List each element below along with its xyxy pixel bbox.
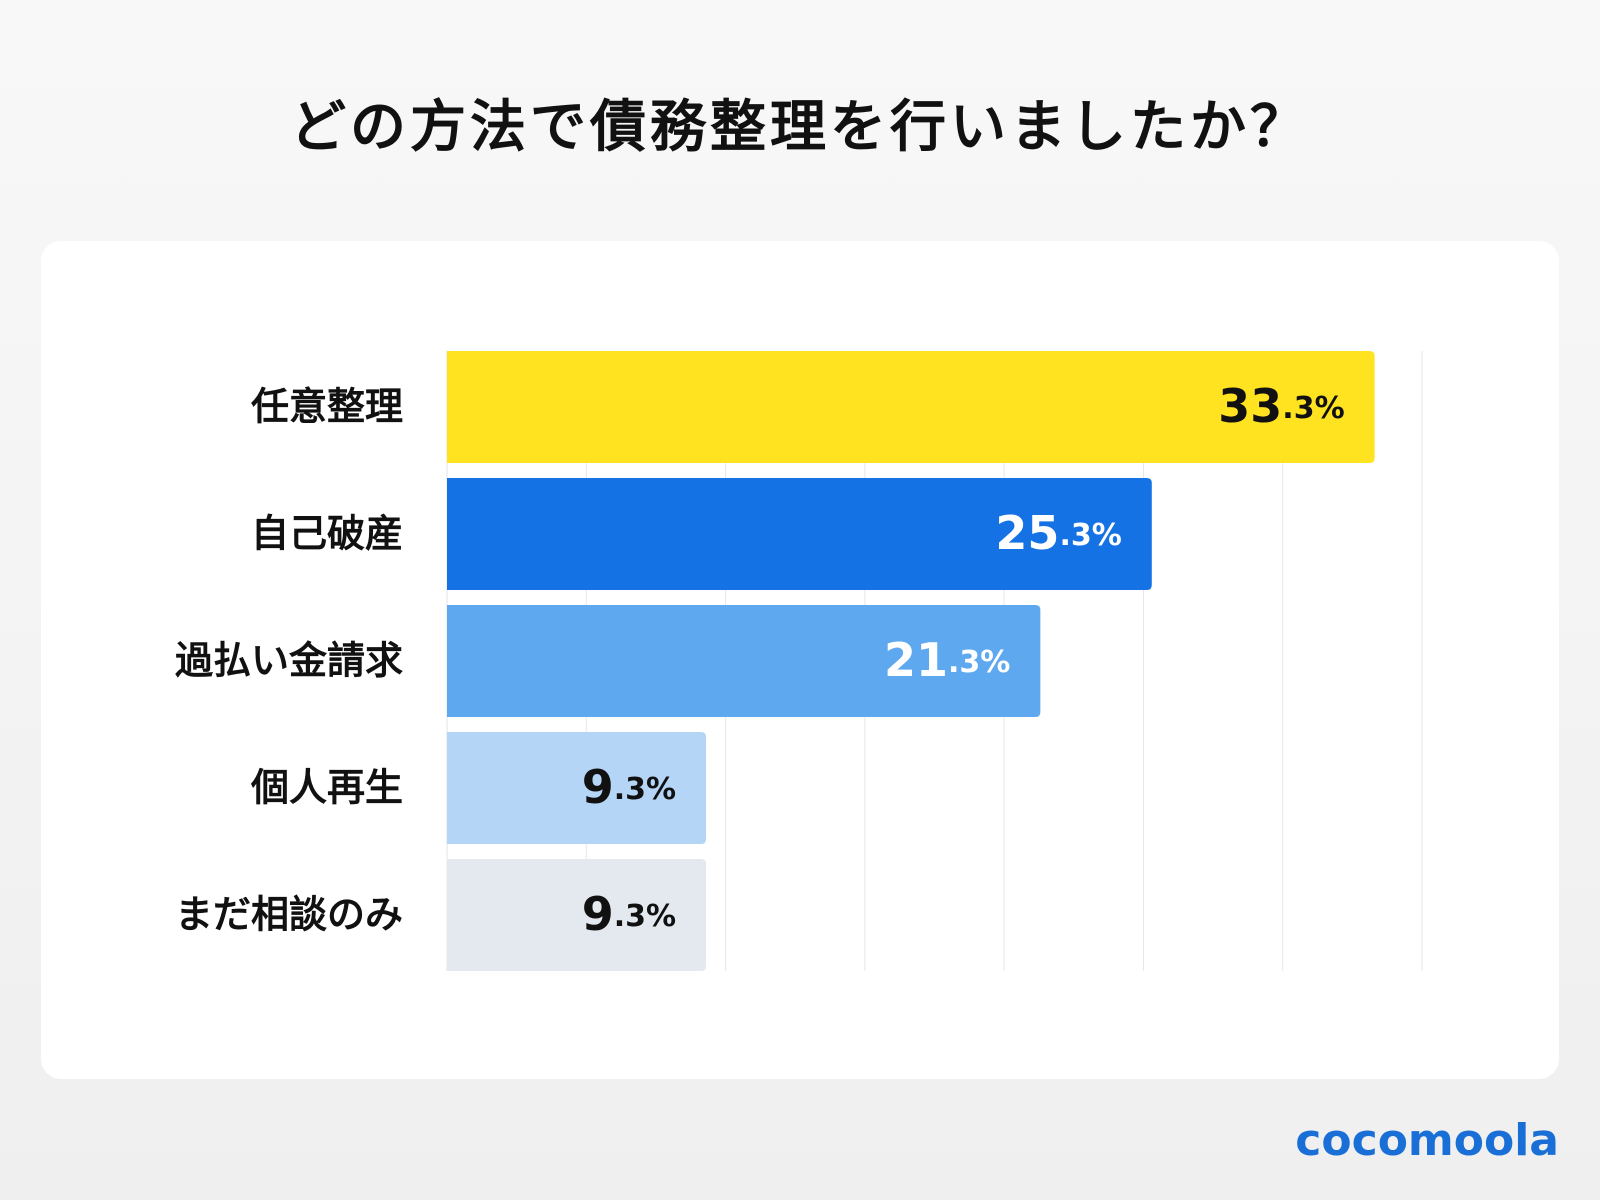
category-label: 過払い金請求 [175,639,403,683]
value-label: 25.3% [995,506,1121,560]
bar [447,478,1152,590]
category-label: 個人再生 [250,766,403,810]
bar [447,351,1375,463]
logo: cocomoola [1295,1115,1559,1166]
value-label: 9.3% [582,760,676,814]
category-label: 自己破産 [251,512,403,556]
category-label: 任意整理 [251,385,403,429]
value-label: 33.3% [1218,379,1344,433]
bar [447,859,707,971]
chart-title: どの方法で債務整理を行いましたか？ [290,95,1310,160]
bar [447,605,1041,717]
value-label: 9.3% [582,887,676,941]
value-label: 21.3% [884,633,1010,687]
bar [447,732,707,844]
plot: 任意整理 33.3% 自己破産 25.3% 過払い金請求 21.3% 個人再生 9.3% まだ相… [175,351,1423,971]
category-label: まだ相談のみ [175,893,403,937]
